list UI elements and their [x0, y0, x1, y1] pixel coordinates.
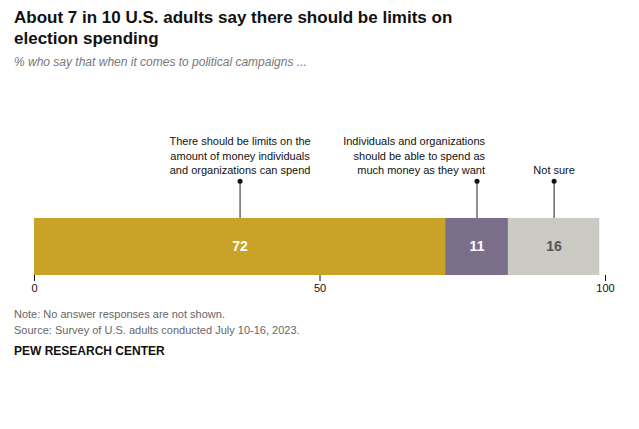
- svg-text:Not sure: Not sure: [533, 164, 575, 176]
- svg-text:72: 72: [232, 239, 248, 255]
- html-text:PEW RESEARCH CENTER: PEW RESEARCH CENTER: [14, 344, 165, 359]
- html-text:Note: No answer responses are: Note: No answer responses are not shown.…: [14, 308, 300, 336]
- svg-text:Individuals and organizationss: Individuals and organizationsshould be a…: [343, 136, 485, 177]
- svg-text:50: 50: [314, 283, 326, 295]
- svg-text:11: 11: [470, 239, 485, 255]
- html-text:% who say that when it comes t: % who say that when it comes to politica…: [14, 55, 307, 70]
- svg-text:0: 0: [31, 283, 37, 295]
- svg-text:There should be limits on thea: There should be limits on theamount of m…: [169, 136, 310, 177]
- svg-text:100: 100: [596, 283, 614, 295]
- html-text:About 7 in 10 U.S. adults say: About 7 in 10 U.S. adults say there shou…: [14, 8, 453, 48]
- svg-text:16: 16: [546, 239, 562, 255]
